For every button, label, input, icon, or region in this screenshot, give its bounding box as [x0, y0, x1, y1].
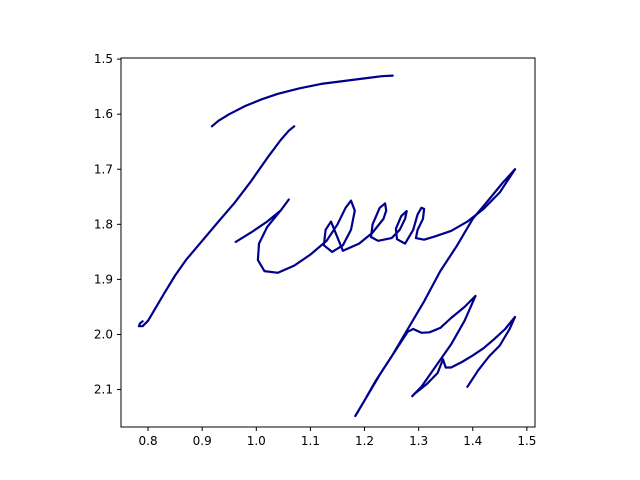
x-tick-label: 1.2: [355, 434, 374, 448]
x-tick-label: 1.0: [247, 434, 266, 448]
y-tick-label: 1.6: [94, 107, 113, 121]
x-tick-label: 1.3: [409, 434, 428, 448]
y-tick-label: 1.5: [94, 52, 113, 66]
x-tick-label: 1.5: [517, 434, 536, 448]
x-axis-ticks: 0.8 0.9 1.0 1.1 1.2 1.3 1.4 1.5: [139, 427, 536, 448]
x-tick-label: 1.4: [463, 434, 482, 448]
axes-frame: [120, 57, 536, 428]
x-tick-label: 0.9: [193, 434, 212, 448]
y-tick-label: 2.1: [94, 383, 113, 397]
series-line-2: [137, 125, 296, 328]
plot-lines: [137, 74, 517, 418]
y-tick-label: 1.8: [94, 217, 113, 231]
y-tick-label: 2.0: [94, 327, 113, 341]
y-axis-ticks: 1.5 1.6 1.7 1.8 1.9 2.0 2.1: [94, 52, 121, 397]
x-tick-label: 1.1: [301, 434, 320, 448]
y-tick-label: 1.9: [94, 272, 113, 286]
x-tick-label: 0.8: [139, 434, 158, 448]
series-line-4: [354, 168, 517, 418]
series-line-1: [210, 74, 394, 128]
series-line-3: [234, 168, 517, 274]
y-tick-label: 1.7: [94, 162, 113, 176]
